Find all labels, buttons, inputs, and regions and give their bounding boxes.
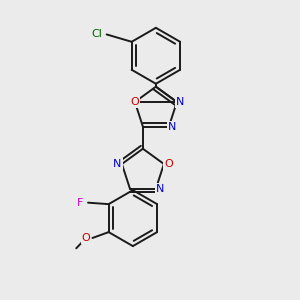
Text: N: N: [168, 122, 176, 132]
Text: Cl: Cl: [91, 29, 102, 39]
Text: O: O: [82, 233, 90, 243]
Text: N: N: [176, 97, 184, 107]
Text: N: N: [113, 159, 122, 169]
Text: O: O: [130, 97, 139, 107]
Text: O: O: [164, 159, 173, 169]
Text: N: N: [156, 184, 164, 194]
Text: F: F: [76, 198, 83, 208]
